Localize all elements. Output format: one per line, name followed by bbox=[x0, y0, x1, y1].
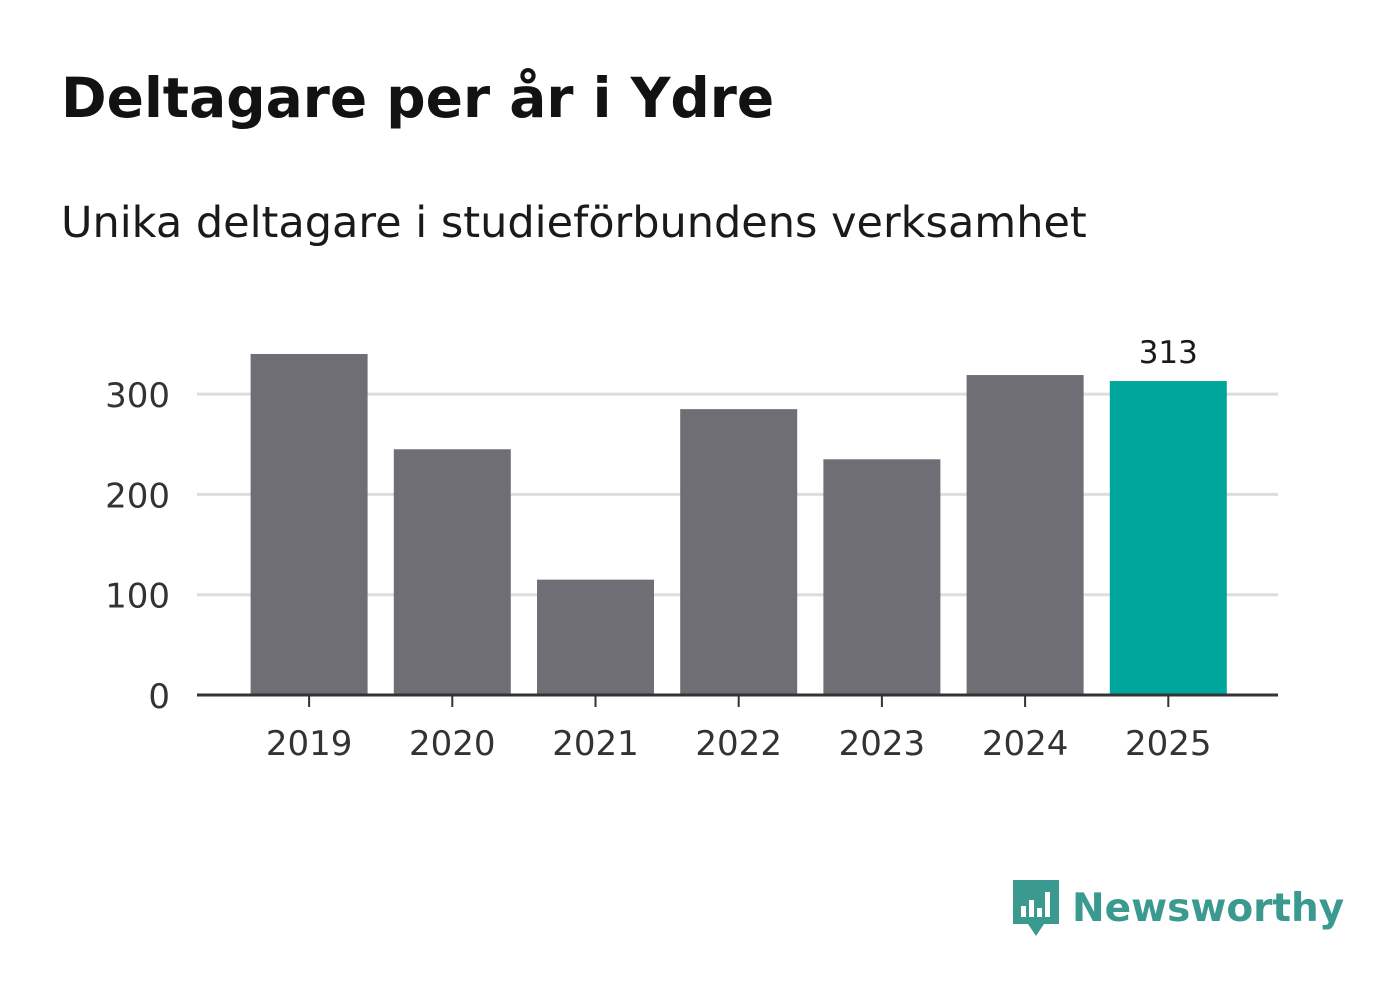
newsworthy-logo-icon bbox=[1013, 880, 1059, 936]
bars bbox=[250, 353, 1227, 695]
bar-2023 bbox=[823, 459, 941, 695]
x-tick-label: 2022 bbox=[695, 724, 782, 764]
x-tick-label: 2024 bbox=[982, 724, 1069, 764]
y-tick-label: 300 bbox=[105, 376, 170, 416]
x-tick-label: 2023 bbox=[839, 724, 926, 764]
bar-2022 bbox=[680, 409, 798, 695]
labels: 0 100 200 300 2019 2020 2021 2022 2023 2024 2025 31… bbox=[105, 335, 1211, 764]
brand-name: Newsworthy bbox=[1072, 885, 1345, 931]
y-tick-label: 0 bbox=[148, 677, 170, 717]
x-tick-label: 2019 bbox=[266, 724, 353, 764]
brand-logo: Newsworthy bbox=[1010, 878, 1344, 938]
axes bbox=[197, 693, 1278, 707]
x-tick-label: 2021 bbox=[552, 724, 639, 764]
y-tick-label: 100 bbox=[105, 577, 170, 617]
chart-title: Deltagare per år i Ydre bbox=[61, 66, 775, 130]
bar-2020 bbox=[393, 449, 511, 695]
chart-subtitle: Unika deltagare i studieförbundens verks… bbox=[61, 198, 1087, 248]
data-label-2025: 313 bbox=[1139, 335, 1198, 371]
x-tick-label: 2020 bbox=[409, 724, 496, 764]
bar-2024 bbox=[966, 375, 1084, 695]
bar-2025 bbox=[1109, 381, 1227, 695]
bar-2019 bbox=[250, 353, 368, 695]
bar-2021 bbox=[537, 579, 654, 695]
y-tick-label: 200 bbox=[105, 476, 170, 516]
x-tick-label: 2025 bbox=[1125, 724, 1212, 764]
